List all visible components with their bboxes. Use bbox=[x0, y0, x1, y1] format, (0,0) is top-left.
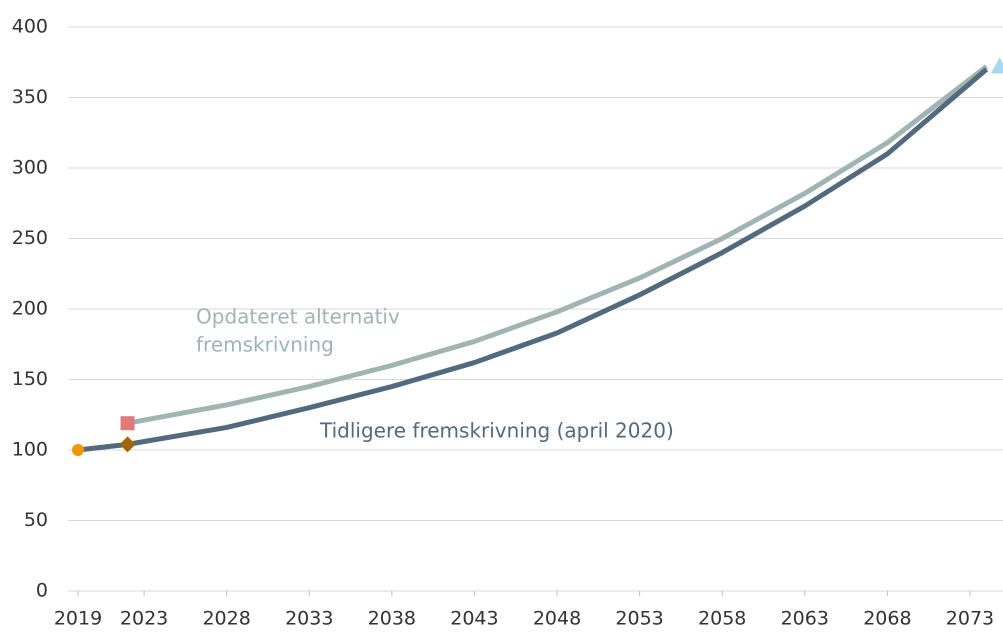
annotation: Opdateret alternativ bbox=[196, 305, 400, 329]
x-tick-label: 2038 bbox=[368, 608, 416, 630]
y-tick-label: 50 bbox=[24, 509, 48, 531]
line-series bbox=[127, 64, 989, 426]
marker bbox=[119, 436, 136, 453]
x-tick-label: 2068 bbox=[863, 608, 911, 630]
annotation: fremskrivning bbox=[196, 333, 334, 357]
y-tick-label: 0 bbox=[36, 580, 48, 602]
marker bbox=[72, 444, 84, 456]
x-tick-label: 2033 bbox=[285, 608, 333, 630]
y-tick-label: 250 bbox=[12, 227, 48, 249]
x-tick-label: 2058 bbox=[698, 608, 746, 630]
x-tick-label: 2023 bbox=[120, 608, 168, 630]
annotation: Tidligere fremskrivning (april 2020) bbox=[319, 419, 674, 443]
marker bbox=[990, 57, 1003, 74]
line-series bbox=[77, 67, 989, 453]
x-tick-label: 2048 bbox=[533, 608, 581, 630]
x-tick-label: 2063 bbox=[781, 608, 829, 630]
y-tick-label: 200 bbox=[12, 298, 48, 320]
x-tick-label: 2028 bbox=[202, 608, 250, 630]
y-tick-label: 350 bbox=[12, 86, 48, 108]
y-tick-label: 150 bbox=[12, 368, 48, 390]
marker bbox=[120, 416, 135, 431]
x-tick-label: 2053 bbox=[615, 608, 663, 630]
y-tick-label: 300 bbox=[12, 157, 48, 179]
x-tick-label: 2043 bbox=[450, 608, 498, 630]
x-tick-label: 2019 bbox=[54, 608, 102, 630]
y-tick-label: 400 bbox=[12, 16, 48, 38]
y-tick-label: 100 bbox=[12, 439, 48, 461]
x-tick-label: 2073 bbox=[946, 608, 994, 630]
